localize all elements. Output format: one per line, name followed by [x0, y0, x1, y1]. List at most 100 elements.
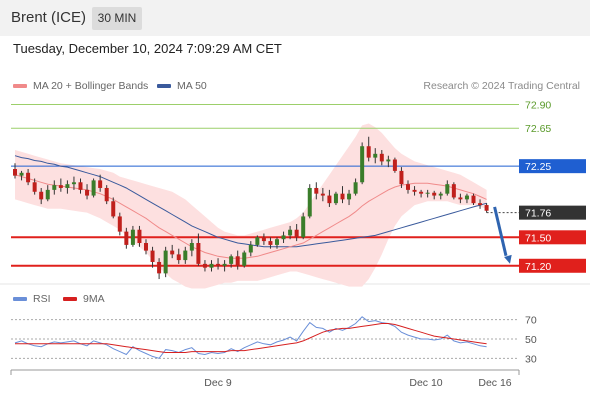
candle-body: [144, 243, 148, 251]
candle-body: [216, 263, 221, 266]
instrument-title: Brent (ICE): [11, 9, 87, 26]
candle-body: [202, 263, 207, 268]
rsi-9ma-line: [15, 323, 487, 353]
candle-body: [32, 182, 37, 192]
candle-body: [65, 184, 70, 188]
candle-body: [484, 205, 489, 211]
rsi-line: [14, 316, 487, 359]
candle-body: [432, 192, 437, 196]
timeframe-button[interactable]: 30 MIN: [92, 7, 142, 30]
ma20-swatch: [13, 84, 27, 89]
candle-body: [360, 146, 365, 183]
candle-body: [281, 235, 286, 240]
rsi-tick-30: 30: [525, 353, 537, 365]
candle-body: [261, 237, 266, 242]
candle-body: [275, 239, 279, 245]
candle-body: [85, 189, 90, 196]
candle-body: [19, 172, 24, 176]
candle-body: [26, 172, 31, 183]
candle-body: [45, 189, 50, 200]
candle-body: [170, 250, 175, 255]
candle-body: [91, 180, 96, 196]
timestamp: Tuesday, December 10, 2024 7:09:29 AM CE…: [13, 41, 282, 56]
header-bar: Brent (ICE) 30 MIN: [0, 0, 590, 36]
candle-body: [340, 193, 345, 200]
candle-body: [111, 201, 116, 217]
ma50-swatch: [157, 84, 171, 89]
rsi-label: RSI: [33, 293, 51, 305]
candle-body: [137, 229, 142, 243]
candle-body: [189, 243, 194, 251]
candle-body: [78, 182, 83, 190]
candle-body: [183, 250, 188, 261]
candle-body: [347, 193, 352, 200]
ma20-label: MA 20 + Bollinger Bands: [33, 80, 149, 92]
rsi-tick-50: 50: [525, 334, 537, 346]
level-label-71-50: 71.50: [525, 232, 551, 244]
candle-body: [373, 153, 378, 158]
candle-body: [327, 195, 332, 204]
candle-body: [58, 185, 63, 188]
candle-body: [314, 187, 319, 194]
9ma-swatch: [63, 297, 77, 302]
candle-body: [222, 263, 227, 266]
candle-body: [451, 184, 456, 198]
bollinger-band: [15, 123, 487, 289]
candle-body: [399, 170, 404, 185]
candle-body: [196, 243, 201, 264]
level-tag-71-20: [519, 258, 586, 273]
legend-ma20: MA 20 + Bollinger Bands: [13, 80, 148, 92]
level-label-72-25: 72.25: [525, 161, 551, 173]
9ma-label: 9MA: [83, 293, 105, 305]
rsi-panel: 30 50 70: [11, 315, 537, 365]
candle-body: [104, 187, 109, 202]
candle-body: [366, 146, 371, 158]
x-tick-dec10: Dec 10: [409, 377, 442, 389]
candle-body: [419, 191, 424, 194]
candle-body: [445, 184, 450, 194]
candle-body: [98, 180, 103, 188]
candle-body: [13, 169, 17, 176]
candle-body: [209, 263, 214, 268]
candle-body: [117, 216, 122, 232]
rsi-swatch: [13, 297, 27, 302]
level-label-72-90: 72.90: [525, 99, 551, 111]
candle-body: [157, 261, 162, 274]
credit-text: Research © 2024 Trading Central: [423, 80, 580, 92]
candle-body: [464, 195, 469, 200]
candle-body: [71, 182, 76, 185]
legend-rsi: RSI: [13, 293, 51, 305]
candle-body: [458, 197, 463, 200]
level-tag-72-25: [519, 159, 586, 174]
candle-body: [268, 241, 273, 245]
candle-body: [294, 229, 299, 238]
candle-body: [386, 159, 391, 162]
level-label-71-76: 71.76: [525, 208, 551, 220]
candle-body: [412, 189, 417, 192]
candle-body: [176, 254, 181, 261]
forecast-arrow-shaft: [493, 206, 508, 257]
candle-body: [379, 153, 384, 162]
candle-body: [52, 185, 57, 190]
level-label-72-65: 72.65: [525, 123, 551, 135]
candle-body: [248, 244, 253, 253]
level-tag-71-76: [519, 205, 586, 220]
price-panel: 72.90 72.65 72.25 71.76 71.50 71.20: [11, 99, 586, 289]
rsi-tick-70: 70: [525, 315, 537, 327]
candle-body: [163, 250, 168, 274]
level-tag-71-50: [519, 230, 586, 245]
x-tick-dec16: Dec 16: [478, 377, 511, 389]
candle-body: [438, 193, 443, 196]
candle-body: [124, 231, 129, 245]
candle-body: [255, 237, 260, 245]
candle-body: [288, 229, 293, 236]
legend-9ma: 9MA: [63, 293, 105, 305]
candle-body: [392, 159, 397, 171]
candle-body: [235, 256, 240, 266]
candle-body: [320, 193, 325, 196]
x-tick-dec9: Dec 9: [204, 377, 232, 389]
candle-body: [478, 203, 483, 206]
candle-body: [150, 250, 155, 262]
candle-body: [406, 184, 410, 190]
